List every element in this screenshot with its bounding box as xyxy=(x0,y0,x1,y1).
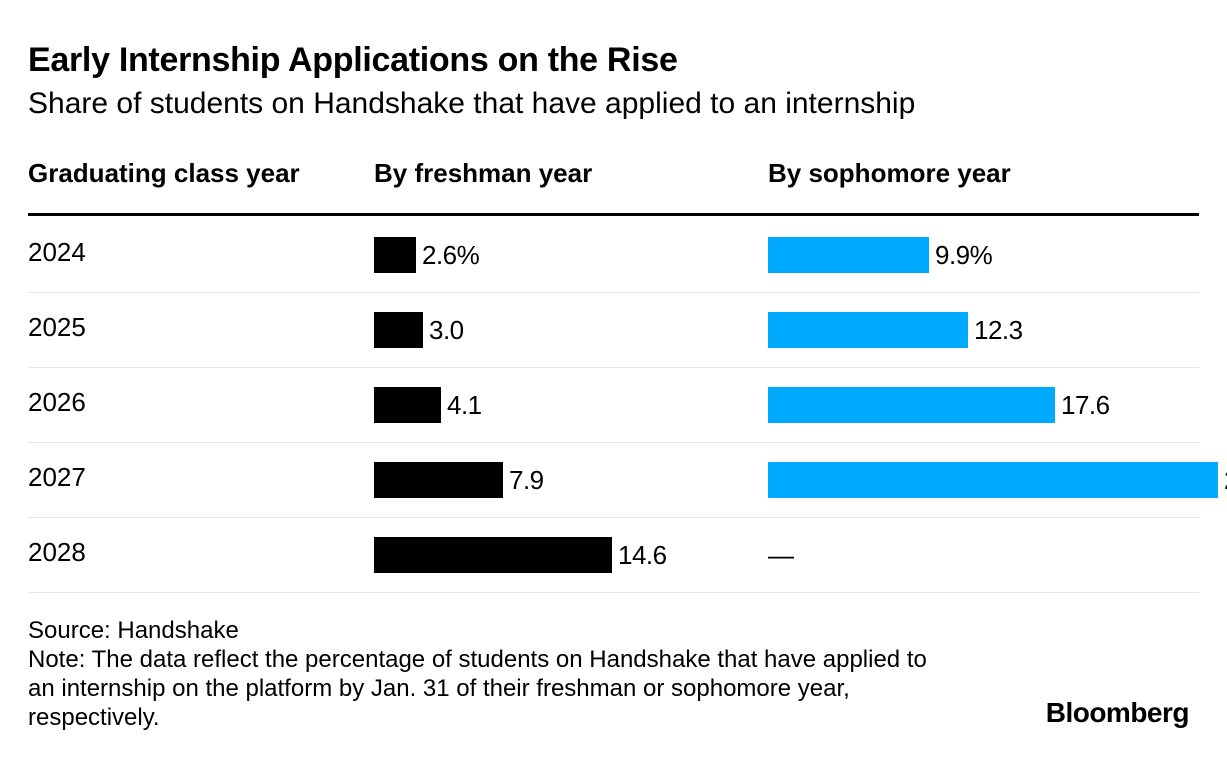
row-divider xyxy=(28,592,1199,593)
freshman-bar xyxy=(374,462,503,498)
sophomore-value-label: 17.6 xyxy=(1061,390,1110,420)
sophomore-value-label: 9.9% xyxy=(935,240,993,270)
row-divider xyxy=(28,292,1199,293)
freshman-value-label: 3.0 xyxy=(429,315,464,345)
row-year-label: 2024 xyxy=(28,237,86,267)
sophomore-value-label: — xyxy=(768,540,794,570)
source-note: Source: Handshake xyxy=(28,617,239,644)
column-header-sophomore: By sophomore year xyxy=(768,158,1011,188)
row-divider xyxy=(28,442,1199,443)
row-year-label: 2027 xyxy=(28,462,86,492)
freshman-bar xyxy=(374,312,423,348)
data-note: Note: The data reflect the percentage of… xyxy=(28,646,927,731)
sophomore-value-label: 27.6 xyxy=(1224,465,1227,495)
row-divider xyxy=(28,517,1199,518)
column-header-year: Graduating class year xyxy=(28,158,300,188)
sophomore-bar xyxy=(768,237,929,273)
sophomore-bar xyxy=(768,462,1218,498)
row-year-label: 2025 xyxy=(28,312,86,342)
chart-subtitle: Share of students on Handshake that have… xyxy=(28,87,916,120)
sophomore-bar xyxy=(768,387,1055,423)
sophomore-bar xyxy=(768,312,968,348)
sophomore-value-label: 12.3 xyxy=(974,315,1023,345)
freshman-value-label: 4.1 xyxy=(447,390,482,420)
bloomberg-logo: Bloomberg xyxy=(1045,697,1190,728)
row-divider xyxy=(28,367,1199,368)
row-year-label: 2028 xyxy=(28,537,86,567)
row-year-label: 2026 xyxy=(28,387,86,417)
freshman-bar xyxy=(374,237,416,273)
column-header-freshman: By freshman year xyxy=(374,158,593,188)
freshman-value-label: 14.6 xyxy=(618,540,667,570)
chart-footer: Source: Handshake Note: The data reflect… xyxy=(28,616,928,732)
header-rule xyxy=(28,213,1199,216)
freshman-value-label: 2.6% xyxy=(422,240,480,270)
freshman-value-label: 7.9 xyxy=(509,465,544,495)
freshman-bar xyxy=(374,537,612,573)
chart-title: Early Internship Applications on the Ris… xyxy=(28,41,678,79)
freshman-bar xyxy=(374,387,441,423)
